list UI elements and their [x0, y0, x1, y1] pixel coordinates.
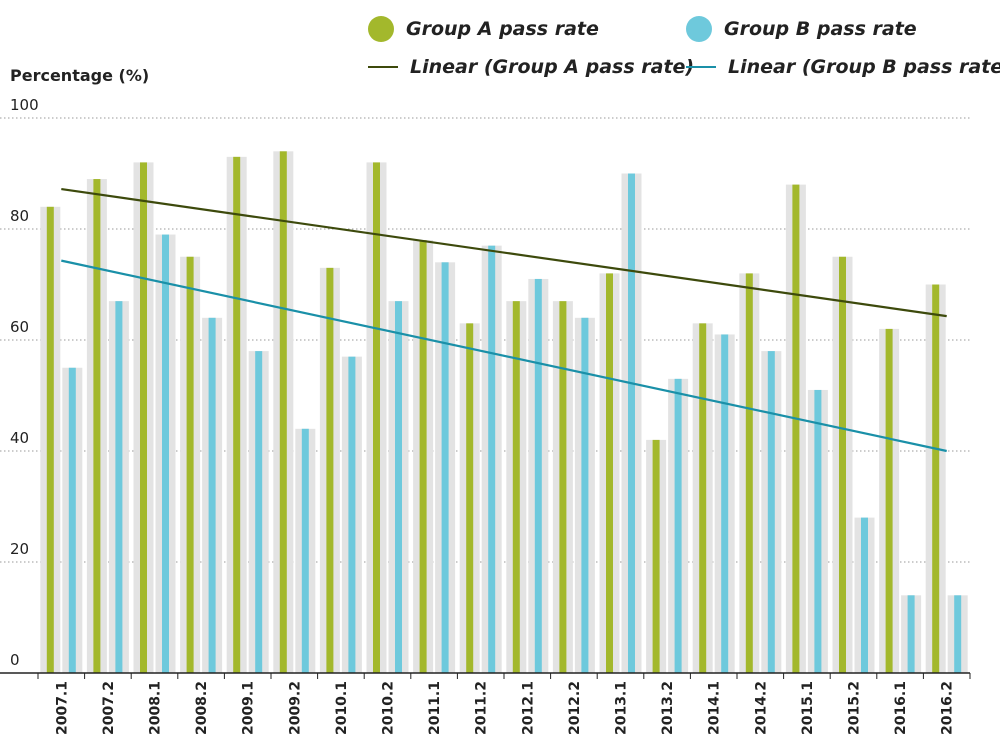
bar-group-b-2016-1 — [907, 595, 915, 673]
x-tick-label-2015-1: 2015.1 — [800, 681, 816, 735]
bar-group-b-2010-1 — [348, 356, 356, 673]
bar-group-a-2015-1 — [792, 184, 800, 673]
bar-group-a-2010-1 — [326, 267, 334, 673]
bar-group-b-2012-2 — [581, 317, 589, 673]
x-tick-label-2015-2: 2015.2 — [847, 681, 863, 735]
x-tick-label-2009-2: 2009.2 — [287, 681, 303, 735]
x-tick-label-2013-2: 2013.2 — [660, 681, 676, 735]
bar-group-b-2011-2 — [488, 245, 496, 673]
bar-group-a-2009-1 — [233, 156, 241, 674]
x-tick-label-2012-2: 2012.2 — [567, 681, 583, 735]
bar-group-a-2011-2 — [466, 323, 474, 673]
bar-group-a-2008-2 — [186, 256, 194, 673]
x-tick-label-2016-2: 2016.2 — [940, 681, 956, 735]
y-tick-label-100: 100 — [10, 96, 39, 114]
bar-group-b-2014-2 — [767, 351, 775, 673]
y-tick-label-20: 20 — [10, 540, 29, 558]
bar-group-b-2007-2 — [115, 301, 123, 673]
y-tick-label-60: 60 — [10, 318, 29, 336]
bar-group-a-2013-2 — [652, 439, 660, 673]
bar-group-a-2007-1 — [46, 206, 54, 674]
bar-group-a-2007-2 — [93, 179, 101, 674]
bar-group-b-2011-1 — [441, 262, 449, 673]
x-tick-label-2013-1: 2013.1 — [614, 681, 630, 735]
bar-group-b-2010-2 — [395, 301, 402, 673]
bar-group-b-2009-1 — [255, 351, 263, 673]
bar-group-a-2009-2 — [279, 151, 287, 674]
bar-group-a-2012-1 — [512, 301, 520, 673]
bar-group-a-2016-2 — [932, 284, 940, 673]
x-tick-label-2014-2: 2014.2 — [753, 681, 769, 735]
bar-group-a-2014-2 — [745, 273, 753, 673]
legend-label-linear-group-b: Linear (Group B pass rate) — [728, 56, 1000, 78]
legend-swatch-group-b — [686, 16, 712, 42]
y-tick-label-0: 0 — [10, 651, 20, 669]
bar-group-b-2014-1 — [721, 334, 729, 673]
bar-group-a-2010-2 — [373, 162, 380, 673]
bar-group-a-2011-1 — [419, 240, 427, 673]
x-tick-label-2007-2: 2007.2 — [101, 681, 117, 735]
bar-group-a-2015-2 — [839, 256, 846, 673]
bar-group-a-2016-1 — [885, 328, 893, 673]
bar-group-a-2012-2 — [559, 301, 567, 673]
x-tick-label-2011-1: 2011.1 — [427, 681, 443, 735]
x-tick-label-2014-1: 2014.1 — [707, 681, 723, 735]
x-tick-label-2007-1: 2007.1 — [54, 681, 70, 735]
trendline-group-a — [61, 187, 947, 318]
bar-group-b-2008-1 — [162, 234, 169, 674]
x-tick-label-2016-1: 2016.1 — [893, 681, 909, 735]
y-axis-title: Percentage (%) — [10, 66, 150, 85]
bar-group-b-2013-2 — [674, 378, 682, 673]
y-tick-label-80: 80 — [10, 207, 29, 225]
trendline-group-b — [61, 259, 947, 453]
y-tick-label-40: 40 — [10, 429, 29, 447]
bar-group-b-2012-1 — [534, 278, 542, 673]
legend-label-group-a: Group A pass rate — [406, 18, 599, 40]
legend-swatch-group-a — [368, 16, 394, 42]
x-tick-label-2011-2: 2011.2 — [474, 681, 490, 735]
bar-group-b-2015-2 — [861, 517, 868, 673]
bar-group-a-2014-1 — [699, 323, 707, 673]
x-tick-label-2012-1: 2012.1 — [520, 681, 536, 735]
bar-group-b-2009-2 — [301, 428, 309, 673]
bar-group-a-2008-1 — [140, 162, 147, 673]
bar-group-b-2013-1 — [628, 173, 635, 673]
bar-group-b-2008-2 — [208, 317, 216, 673]
bar-group-b-2007-1 — [68, 367, 76, 673]
legend-entry-group-a: Group A pass rate — [368, 16, 599, 42]
x-tick-label-2010-2: 2010.2 — [381, 681, 397, 735]
legend-label-group-b: Group B pass rate — [724, 18, 917, 40]
bar-group-b-2015-1 — [814, 389, 822, 673]
legend-label-linear-group-a: Linear (Group A pass rate) — [410, 56, 695, 78]
legend-entry-linear-group-a: Linear (Group A pass rate) — [368, 56, 694, 78]
x-tick-label-2010-1: 2010.1 — [334, 681, 350, 735]
x-tick-label-2008-1: 2008.1 — [148, 681, 164, 735]
legend-swatch-linear-group-a — [368, 66, 398, 68]
bar-group-a-2013-1 — [606, 273, 613, 673]
legend-entry-group-b: Group B pass rate — [686, 16, 917, 42]
legend-swatch-linear-group-b — [686, 66, 716, 68]
x-tick-label-2009-1: 2009.1 — [241, 681, 257, 735]
x-tick-label-2008-2: 2008.2 — [194, 681, 210, 735]
legend-entry-linear-group-b: Linear (Group B pass rate) — [686, 56, 1000, 78]
bar-group-b-2016-2 — [954, 595, 962, 673]
